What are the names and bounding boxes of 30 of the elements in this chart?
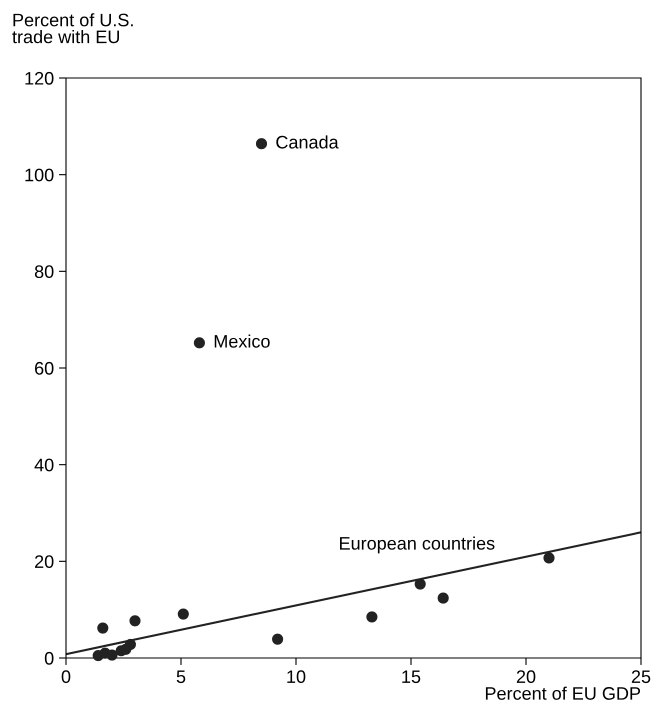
y-tick-label: 40 xyxy=(34,458,54,472)
point xyxy=(272,634,284,645)
point xyxy=(178,608,189,620)
annotation: European countries xyxy=(340,536,494,554)
point xyxy=(124,638,136,650)
y-axis-title: Percent of U.S. trade with EU xyxy=(12,13,133,44)
point xyxy=(543,552,555,564)
point xyxy=(438,592,449,604)
point xyxy=(366,611,378,622)
point xyxy=(194,337,205,348)
annotation: Mexico xyxy=(214,334,270,348)
y-tick-label: 120 xyxy=(25,72,54,85)
x-tick-label: 15 xyxy=(402,670,420,684)
point xyxy=(414,578,426,590)
point xyxy=(256,138,268,150)
x-axis-title: Percent of EU GDP xyxy=(486,686,640,700)
y-tick-label: 100 xyxy=(25,168,54,182)
point xyxy=(129,615,141,626)
point xyxy=(106,650,118,661)
y-tick-label: 20 xyxy=(35,555,54,568)
annotation: Canada xyxy=(276,135,339,149)
x-tick-label: 5 xyxy=(176,670,186,684)
y-tick-label: 80 xyxy=(34,265,54,278)
point xyxy=(97,622,108,634)
y-tick-label: 0 xyxy=(44,652,54,665)
y-tick-label: 60 xyxy=(35,362,54,375)
x-tick-label: 10 xyxy=(287,670,306,684)
x-tick-label: 25 xyxy=(632,670,650,684)
x-tick-label: 0 xyxy=(62,670,70,684)
x-tick-label: 20 xyxy=(516,670,536,684)
